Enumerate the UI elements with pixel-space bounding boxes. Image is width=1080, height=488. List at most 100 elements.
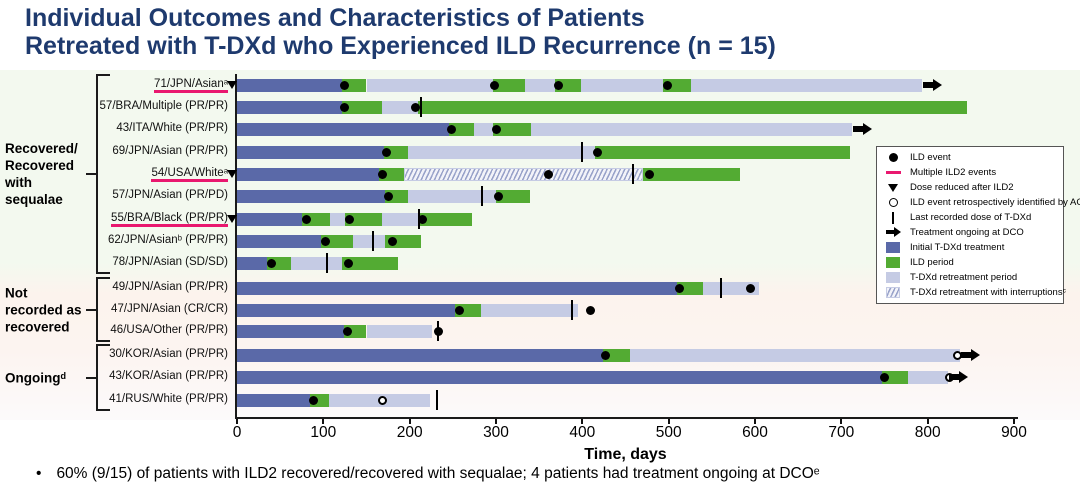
- patient-label: 57/BRA/Multiple (PR/PR): [0, 99, 228, 115]
- patient-label: 69/JPN/Asian (PR/PR): [0, 144, 228, 160]
- segment-retreat: [382, 212, 421, 226]
- last-dose-marker: [325, 253, 328, 273]
- segment-ild: [677, 281, 704, 295]
- patient-label-text: 30/KOR/Asian (PR/PR): [109, 348, 228, 360]
- x-axis-tick: [754, 419, 756, 424]
- legend-item-label: Multiple ILD2 events: [910, 167, 997, 179]
- segment-ild: [342, 78, 367, 92]
- segment-ild: [595, 145, 850, 159]
- group-bracket: [96, 344, 110, 411]
- patient-label-text: 57/JPN/Asian (PR/PD): [112, 189, 228, 201]
- last-dose-marker: [481, 186, 484, 206]
- group-bracket-dash: [86, 308, 96, 311]
- segment-initial: [237, 234, 321, 248]
- segment-initial: [237, 370, 882, 384]
- segment-initial: [237, 348, 604, 362]
- ild-event-icon: [675, 283, 685, 293]
- ild-event-icon: [489, 80, 499, 90]
- segment-ild: [418, 100, 967, 114]
- segment-retreat: [330, 212, 345, 226]
- footer-bullet-line: • 60% (9/15) of patients with ILD2 recov…: [36, 465, 820, 483]
- swatch-retreat-icon: [883, 271, 903, 283]
- patient-label-text: 46/USA/Other (PR/PR): [110, 324, 228, 336]
- x-axis-tick: [667, 419, 670, 424]
- patient-label: 46/USA/Other (PR/PR): [0, 323, 228, 339]
- ongoing-arrow-icon: [948, 374, 959, 380]
- legend-item-label: Initial T-DXd treatment: [910, 241, 1005, 253]
- slide-title-line2: Retreated with T-DXd who Experienced ILD…: [25, 32, 776, 60]
- ild-event-icon: [491, 124, 501, 134]
- legend-item: ILD period: [883, 255, 1057, 269]
- patient-label-text: 55/BRA/Black (PR/PR): [111, 212, 228, 227]
- dose-reduced-icon: [227, 215, 237, 223]
- segment-initial: [237, 303, 456, 317]
- patient-label-text: 78/JPN/Asian (SD/SD): [112, 256, 228, 268]
- ild-event-icon: [339, 102, 349, 112]
- ongoing-arrow-icon: [862, 122, 872, 135]
- ild-event-icon: [586, 305, 596, 315]
- legend-item-label: Last recorded dose of T-DXd: [910, 212, 1032, 224]
- patient-label-text: 43/ITA/White (PR/PR): [116, 122, 228, 134]
- x-axis-tick-label: 200: [396, 424, 423, 441]
- segment-ild: [342, 256, 398, 270]
- segment-ild: [342, 100, 383, 114]
- ongoing-arrow-icon: [970, 348, 980, 361]
- legend-item-label: Dose reduced after ILD2: [910, 182, 1014, 194]
- swatch-interrupt-icon: [883, 286, 903, 298]
- patient-label-text: 49/JPN/Asian (PR/PR): [112, 281, 228, 293]
- patient-label: 30/KOR/Asian (PR/PR): [0, 347, 228, 363]
- group-bracket: [96, 277, 110, 342]
- segment-retreat: [691, 78, 922, 92]
- segment-retreat: [407, 189, 496, 203]
- segment-retreat: [366, 78, 493, 92]
- ild-event-icon: [418, 214, 428, 224]
- segment-retreat: [703, 281, 760, 295]
- last-dose-marker: [436, 390, 439, 410]
- patient-label: 54/USA/Whiteᵃ: [0, 166, 228, 182]
- x-axis-tick: [581, 419, 584, 424]
- ongoing-arrow-icon: [922, 82, 933, 88]
- ild-event-icon: [746, 283, 756, 293]
- slide-title-line1: Individual Outcomes and Characteristics …: [25, 4, 645, 32]
- x-axis-tick: [1013, 419, 1015, 424]
- x-axis-tick: [236, 419, 238, 424]
- patient-label: 62/JPN/Asianᵇ (PR/PR): [0, 233, 228, 249]
- ild-event-icon: [446, 124, 456, 134]
- segment-initial: [237, 78, 343, 92]
- ild-event-icon: [384, 191, 394, 201]
- x-axis-tick-label: 400: [569, 424, 596, 441]
- group-label: Recovered/ Recovered with sequalae: [5, 141, 78, 207]
- x-axis-tick: [322, 419, 325, 424]
- ild-event-icon: [377, 169, 387, 179]
- patient-label-text: 62/JPN/Asianᵇ (PR/PR): [107, 234, 228, 246]
- legend-item: ILD event: [883, 151, 1057, 165]
- segment-retreat: [473, 122, 493, 136]
- patient-label-text: 69/JPN/Asian (PR/PR): [112, 145, 228, 157]
- segment-initial: [237, 189, 386, 203]
- ild-event-icon: [411, 102, 421, 112]
- last-dose-marker: [632, 164, 635, 184]
- legend-item-label: ILD period: [910, 256, 954, 268]
- legend-item: Multiple ILD2 events: [883, 166, 1057, 180]
- last-dose-marker: [372, 231, 375, 251]
- patient-label: 47/JPN/Asian (CR/CR): [0, 302, 228, 318]
- x-axis-tick-label: 100: [310, 424, 337, 441]
- segment-initial: [237, 100, 343, 114]
- ongoing-arrow-icon: [932, 78, 942, 91]
- patient-label: 57/JPN/Asian (PR/PD): [0, 188, 228, 204]
- segment-retreat: [525, 78, 555, 92]
- segment-initial: [237, 212, 302, 226]
- legend-item: Treatment ongoing at DCO: [883, 225, 1057, 239]
- patient-label: 43/KOR/Asian (PR/PR): [0, 369, 228, 385]
- segment-retreat: [629, 348, 960, 362]
- ild-event-icon: [339, 80, 349, 90]
- ild-event-icon: [593, 147, 603, 157]
- last-dose-icon: [883, 211, 903, 224]
- segment-ild: [492, 78, 526, 92]
- legend-item-label: ILD event: [910, 152, 951, 164]
- last-dose-marker: [720, 278, 723, 298]
- ild-event-icon: [301, 214, 311, 224]
- segment-retreat: [907, 370, 948, 384]
- legend-item-label: T-DXd retreatment period: [910, 271, 1018, 283]
